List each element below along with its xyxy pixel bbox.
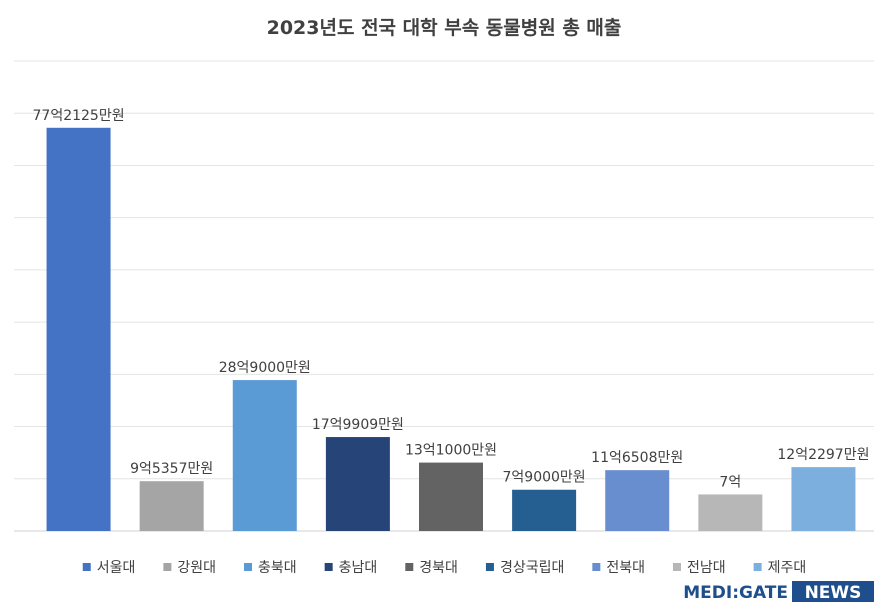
brand-news-background xyxy=(792,581,874,602)
data-label-5: 13억1000만원 xyxy=(405,443,497,459)
bar-3 xyxy=(232,380,297,531)
legend-swatch-3 xyxy=(244,563,253,571)
brand-medigate: MEDI:GATE xyxy=(683,583,788,603)
bar-9 xyxy=(791,467,856,531)
data-label-3: 28억9000만원 xyxy=(219,360,311,376)
legend-label-7: 전북대 xyxy=(606,560,645,576)
brand-news: NEWS xyxy=(805,583,862,603)
data-label-1: 77억2125만원 xyxy=(33,108,125,124)
data-label-4: 17억9909만원 xyxy=(312,417,404,433)
legend-swatch-8 xyxy=(672,563,681,571)
legend-label-3: 충북대 xyxy=(258,560,297,576)
legend-label-4: 충남대 xyxy=(339,560,378,576)
bars xyxy=(46,127,856,531)
bar-8 xyxy=(698,494,763,531)
bar-7 xyxy=(605,470,670,531)
legend-swatch-6 xyxy=(485,563,494,571)
legend-swatch-9 xyxy=(753,563,762,571)
legend: 서울대 강원대 충북대 충남대 경북대 경상국립대 전북대 전남대 제주대 xyxy=(82,560,807,576)
bar-2 xyxy=(139,481,204,531)
bar-1 xyxy=(46,127,111,531)
legend-swatch-1 xyxy=(82,563,91,571)
legend-swatch-5 xyxy=(405,563,414,571)
chart-title: 2023년도 전국 대학 부속 동물병원 총 매출 xyxy=(267,17,622,39)
bar-5 xyxy=(419,462,483,531)
gridlines xyxy=(14,60,874,532)
legend-swatch-4 xyxy=(324,563,333,571)
legend-label-9: 제주대 xyxy=(768,560,807,576)
legend-label-5: 경북대 xyxy=(419,560,458,576)
data-label-8: 7억 xyxy=(719,474,741,490)
data-label-2: 9억5357만원 xyxy=(130,461,213,477)
legend-swatch-7 xyxy=(592,563,601,571)
legend-label-1: 서울대 xyxy=(97,560,136,576)
data-label-6: 7억9000만원 xyxy=(503,470,586,486)
data-label-9: 12억2297만원 xyxy=(777,447,869,463)
legend-swatch-2 xyxy=(163,563,172,571)
data-labels: 77억2125만원 9억5357만원 28억9000만원 17억9909만원13억10… xyxy=(33,108,870,491)
data-label-7: 11억6508만원 xyxy=(591,450,683,466)
legend-label-6: 경상국립대 xyxy=(500,560,564,576)
brand-logo: MEDI:GATE NEWS xyxy=(683,581,874,603)
legend-label-2: 강원대 xyxy=(177,560,216,576)
bar-6 xyxy=(512,489,577,531)
bar-4 xyxy=(325,437,390,531)
legend-label-8: 전남대 xyxy=(687,560,726,576)
